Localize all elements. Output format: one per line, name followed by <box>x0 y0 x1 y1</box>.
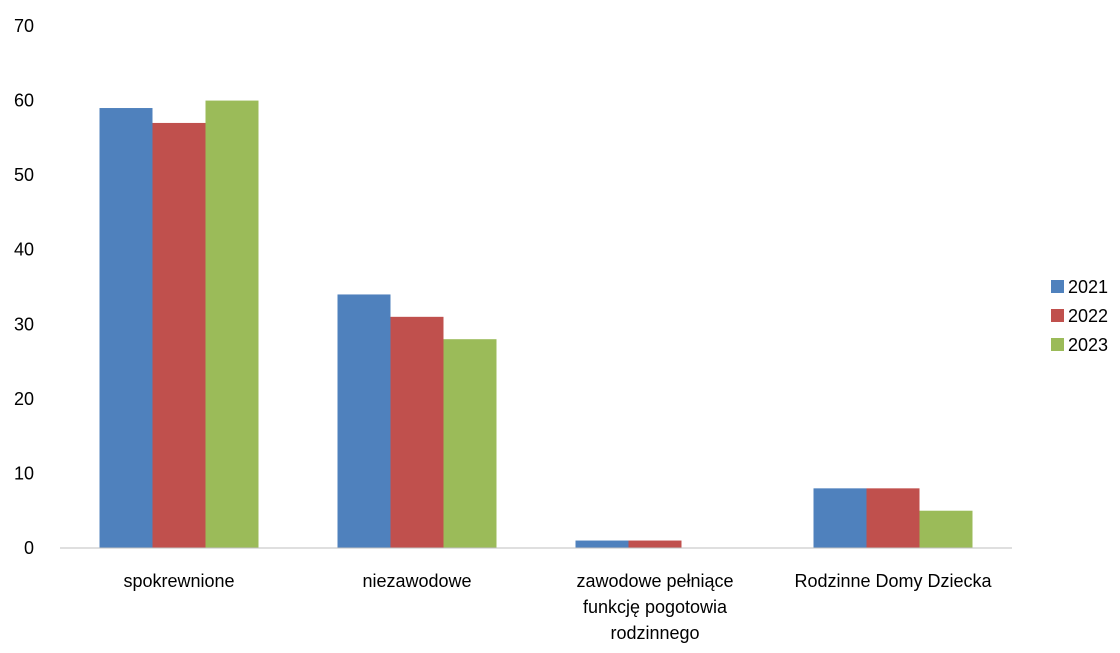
bar-2022-0 <box>152 122 206 548</box>
bar-2021-2 <box>575 540 629 548</box>
y-tick-label: 40 <box>14 240 34 260</box>
y-tick-label: 20 <box>14 389 34 409</box>
bar-2021-3 <box>813 488 867 548</box>
bar-2023-0 <box>205 100 259 549</box>
y-tick-label: 50 <box>14 165 34 185</box>
legend-swatch-2023 <box>1051 338 1064 351</box>
x-tick-label-line: spokrewnione <box>123 571 234 591</box>
bar-2022-3 <box>866 488 920 548</box>
x-tick-label: Rodzinne Domy Dziecka <box>794 571 992 591</box>
x-tick-label-line: zawodowe pełniące <box>576 571 733 591</box>
x-axis-tick-labels: spokrewnione niezawodowe zawodowe pełniące… <box>123 571 992 643</box>
legend-label-2022: 2022 <box>1068 306 1108 326</box>
legend-swatch-2022 <box>1051 309 1064 322</box>
bar-2022-1 <box>390 316 444 548</box>
x-tick-label-line: Rodzinne Domy Dziecka <box>794 571 992 591</box>
bar-2023-3 <box>919 510 973 548</box>
y-tick-label: 70 <box>14 16 34 36</box>
legend-label-2021: 2021 <box>1068 277 1108 297</box>
x-tick-label-line: rodzinnego <box>610 623 699 643</box>
bar-2021-0 <box>99 108 153 549</box>
x-tick-label: niezawodowe <box>362 571 471 591</box>
bar-2022-2 <box>628 540 682 548</box>
legend-label-2023: 2023 <box>1068 335 1108 355</box>
x-tick-label: spokrewnione <box>123 571 234 591</box>
y-tick-label: 10 <box>14 463 34 483</box>
bars <box>99 100 973 549</box>
x-tick-label: zawodowe pełniące funkcję pogotowia rodzin… <box>576 571 733 643</box>
x-tick-label-line: niezawodowe <box>362 571 471 591</box>
y-tick-label: 0 <box>24 538 34 558</box>
bar-2023-1 <box>443 339 497 548</box>
y-axis-tick-labels: 0 10 20 30 40 50 60 70 <box>14 16 34 558</box>
y-tick-label: 30 <box>14 314 34 334</box>
legend: 2021 2022 2023 <box>1051 277 1108 355</box>
legend-swatch-2021 <box>1051 280 1064 293</box>
x-tick-label-line: funkcję pogotowia <box>583 597 728 617</box>
y-tick-label: 60 <box>14 91 34 111</box>
bar-2021-1 <box>337 294 391 548</box>
